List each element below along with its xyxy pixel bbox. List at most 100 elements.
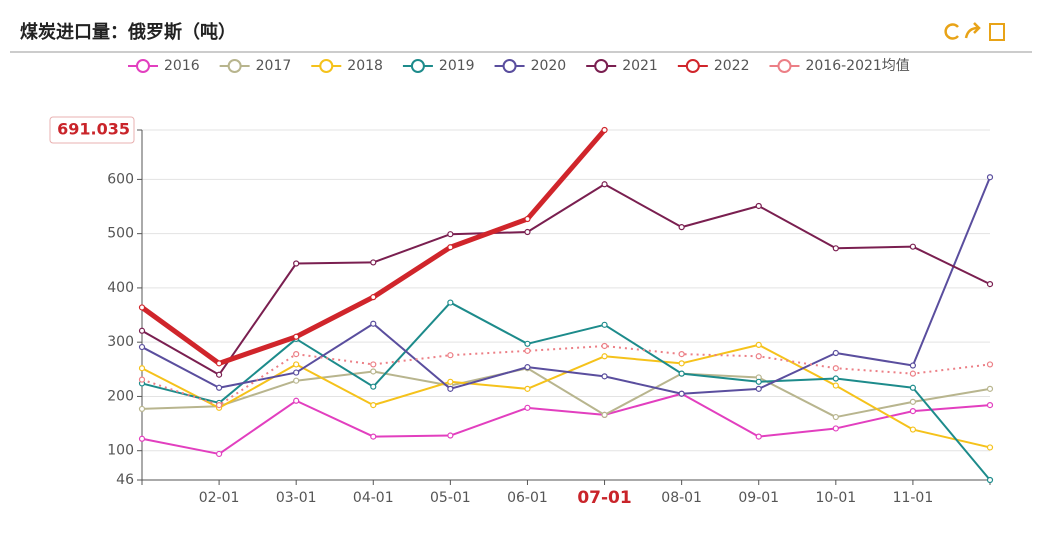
point (678, 360, 685, 367)
point (909, 370, 917, 377)
image-icon[interactable] (989, 23, 1005, 41)
point (909, 426, 917, 433)
point (370, 294, 377, 301)
legend-marker (227, 59, 242, 73)
legend-item: 2022 (677, 58, 749, 74)
series-line (141, 301, 991, 481)
point (447, 299, 454, 306)
legend-marker (777, 59, 792, 73)
x-tick-label: 11-01 (893, 490, 934, 506)
point (370, 383, 377, 390)
x-tick-label: 07-01 (577, 488, 631, 508)
point (678, 351, 685, 358)
x-tick-label: 08-01 (661, 490, 702, 506)
y-tick-label: 300 (107, 334, 134, 350)
point (447, 231, 454, 238)
point (601, 126, 608, 134)
point (601, 411, 608, 418)
point (601, 181, 608, 188)
point (909, 398, 917, 405)
y-tick-label: 691.035 (57, 120, 130, 139)
legend-marker (410, 59, 425, 73)
series-line (140, 128, 607, 366)
legend-item: 2020 (494, 58, 566, 74)
legend-item: 2017 (219, 58, 292, 74)
point (986, 444, 994, 451)
point (215, 384, 223, 391)
refresh-icon[interactable] (944, 23, 959, 40)
legend-marker (136, 59, 150, 73)
legend-marker (319, 59, 334, 73)
point (370, 361, 377, 368)
point (755, 385, 762, 392)
point (524, 385, 531, 392)
legend-item: 2016-2021均值 (769, 58, 910, 74)
point (755, 202, 762, 210)
share-icon[interactable] (964, 22, 981, 39)
legend-label: 2018 (347, 58, 383, 74)
point (986, 476, 994, 484)
point (832, 375, 839, 382)
point (678, 390, 685, 397)
point (524, 340, 531, 347)
y-tick-highlight (49, 116, 135, 144)
legend-item: 2019 (402, 58, 475, 74)
point (524, 228, 531, 236)
point (678, 370, 685, 377)
point (370, 320, 377, 327)
point (293, 397, 300, 404)
series-line (141, 392, 991, 455)
point (370, 433, 377, 440)
point (909, 362, 917, 369)
point (601, 373, 608, 380)
point (293, 351, 300, 358)
point (832, 365, 839, 372)
point (832, 349, 839, 357)
point (986, 281, 994, 288)
point (293, 377, 300, 384)
point (447, 432, 454, 439)
point (215, 402, 223, 409)
point (986, 361, 994, 368)
point (138, 304, 146, 311)
point (524, 404, 531, 411)
y-tick-label: 500 (107, 226, 134, 242)
series-line (141, 367, 991, 419)
y-tick-label: 100 (107, 443, 134, 459)
point (370, 402, 377, 409)
legend-item: 2016 (128, 58, 200, 74)
point (138, 435, 146, 442)
point (832, 382, 839, 389)
legend-marker (502, 59, 517, 73)
legend-marker (594, 59, 609, 73)
point (678, 224, 685, 231)
point (909, 407, 917, 415)
chart-title: 煤炭进口量：俄罗斯（吨） (20, 21, 236, 43)
toolbar[interactable] (944, 22, 1005, 41)
point (986, 385, 994, 392)
legend-item: 2018 (311, 58, 383, 74)
x-tick-label: 02-01 (199, 490, 240, 506)
x-tick-label: 09-01 (738, 490, 779, 506)
legend-item: 2021 (586, 58, 658, 74)
point (293, 361, 300, 368)
point (832, 245, 839, 252)
point (215, 450, 223, 458)
point (447, 378, 454, 385)
point (215, 360, 223, 367)
x-tick-label: 05-01 (430, 490, 471, 506)
point (755, 433, 762, 440)
point (524, 364, 531, 371)
y-tick-label: 600 (107, 171, 134, 187)
point (293, 369, 300, 376)
point (755, 341, 762, 348)
legend-label: 2017 (256, 58, 292, 74)
x-tick-label: 04-01 (353, 490, 394, 506)
point (524, 347, 531, 354)
point (370, 368, 377, 375)
point (524, 215, 531, 223)
point (447, 385, 454, 392)
point (138, 327, 146, 334)
y-tick-label: 400 (107, 280, 134, 296)
